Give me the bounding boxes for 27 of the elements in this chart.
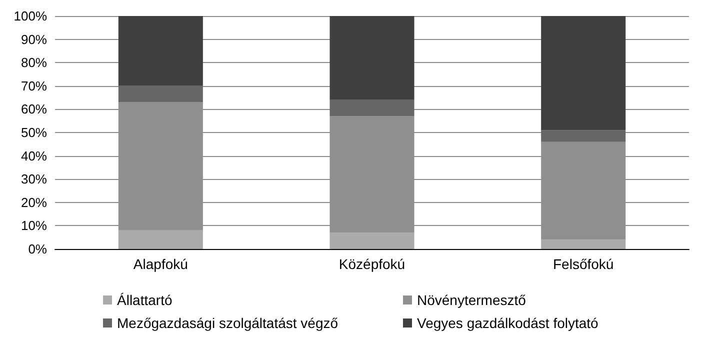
x-tick-label: Középfokú [338,256,406,272]
legend-label: Mezőgazdasági szolgáltatást végző [117,315,338,331]
bar [330,100,414,116]
bar [541,240,626,249]
bar [118,16,203,86]
legend-label: Növénytermesztő [417,292,526,308]
bar [118,86,203,102]
bar [541,130,626,142]
y-tick-label: 100% [14,8,48,24]
x-tick-label: Felsőfokú [552,256,614,272]
legend-label: Vegyes gazdálkodást folytató [417,315,599,331]
y-tick-label: 30% [20,172,48,187]
x-tick-label: Alapfokú [133,256,188,272]
y-tick-label: 60% [20,102,48,117]
y-tick-label: 70% [20,78,48,94]
bar [118,230,203,249]
y-tick-label: 10% [20,218,48,234]
bar [330,232,414,249]
y-tick-label: 90% [20,32,48,47]
y-tick-label: 50% [20,125,48,140]
y-tick-label: 80% [20,55,48,70]
bar [330,16,414,100]
y-tick-label: 40% [20,148,48,164]
legend-label: Állattartó [117,292,172,308]
bar [541,16,626,130]
y-tick-label: 0% [28,242,48,256]
y-tick-label: 20% [20,194,48,210]
